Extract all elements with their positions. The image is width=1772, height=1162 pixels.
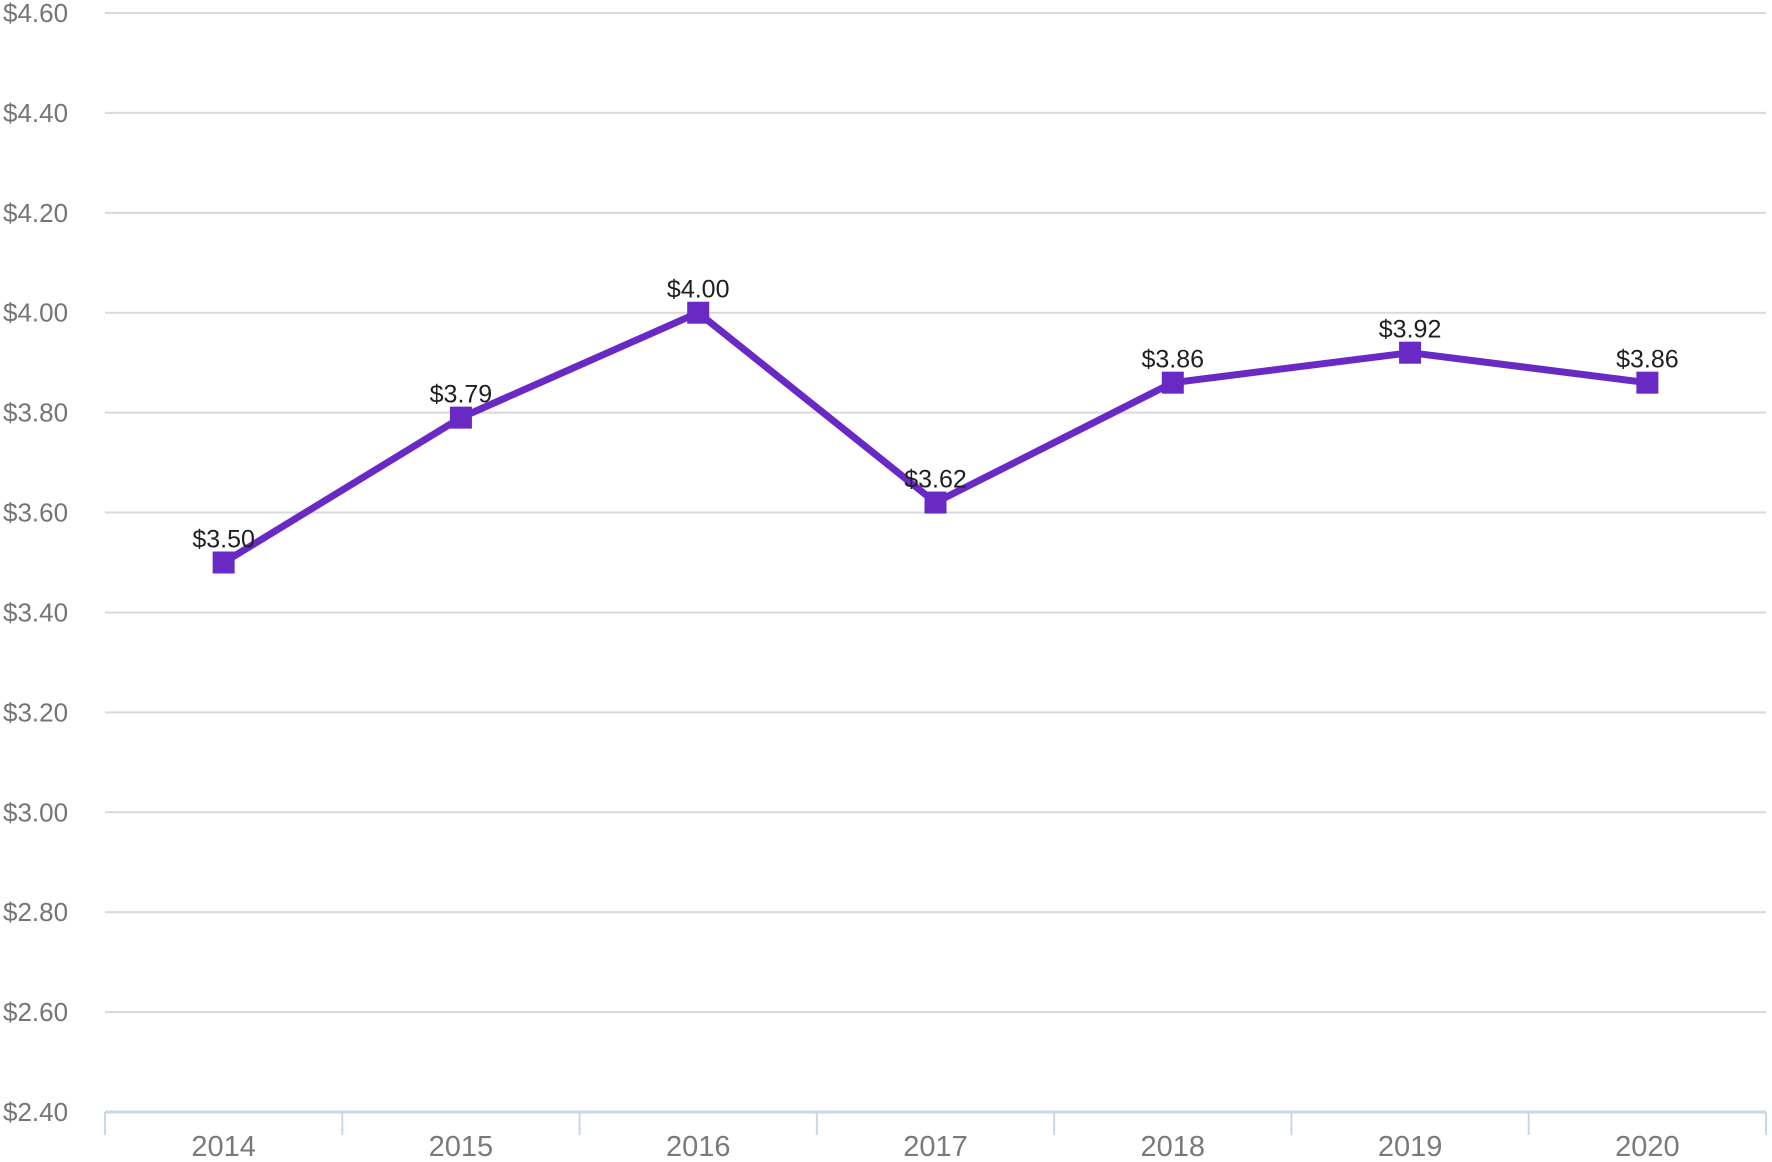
- data-point-label: $3.79: [430, 381, 493, 409]
- data-point-label: $3.86: [1142, 346, 1205, 374]
- y-axis-tick-label: $2.60: [3, 997, 68, 1027]
- x-axis-label: 2014: [191, 1131, 256, 1162]
- y-axis-tick-label: $2.40: [3, 1097, 68, 1127]
- y-axis-tick-label: $4.20: [3, 198, 68, 228]
- data-point-label: $3.92: [1379, 316, 1442, 344]
- x-axis-label: 2016: [666, 1131, 731, 1162]
- y-axis-tick-label: $2.80: [3, 897, 68, 927]
- data-point-marker[interactable]: [687, 301, 710, 324]
- y-axis-tick-label: $3.40: [3, 597, 68, 627]
- y-axis-tick-label: $4.00: [3, 298, 68, 328]
- data-point-marker[interactable]: [449, 406, 472, 429]
- y-axis-tick-label: $3.20: [3, 697, 68, 727]
- y-axis-tick-label: $3.60: [3, 498, 68, 528]
- data-point-label: $4.00: [667, 276, 730, 304]
- y-axis-tick-label: $4.40: [3, 98, 68, 128]
- y-axis-tick-label: $3.00: [3, 797, 68, 827]
- data-point-marker[interactable]: [924, 491, 947, 514]
- data-point-label: $3.86: [1616, 346, 1679, 374]
- y-axis-tick-label: $4.60: [3, 0, 68, 28]
- data-point-label: $3.50: [192, 526, 255, 554]
- data-point-marker[interactable]: [212, 551, 235, 574]
- series-line: [220, 309, 1651, 566]
- data-point-label: $3.62: [904, 466, 967, 494]
- x-axis-label: 2020: [1615, 1131, 1680, 1162]
- x-axis-label: 2018: [1141, 1131, 1206, 1162]
- data-point-marker[interactable]: [1161, 371, 1184, 394]
- data-point-marker[interactable]: [1636, 371, 1659, 394]
- x-axis-label: 2017: [903, 1131, 968, 1162]
- y-axis-tick-label: $3.80: [3, 398, 68, 428]
- x-axis-label: 2019: [1378, 1131, 1443, 1162]
- x-axis-label: 2015: [429, 1131, 494, 1162]
- data-point-marker[interactable]: [1399, 341, 1422, 364]
